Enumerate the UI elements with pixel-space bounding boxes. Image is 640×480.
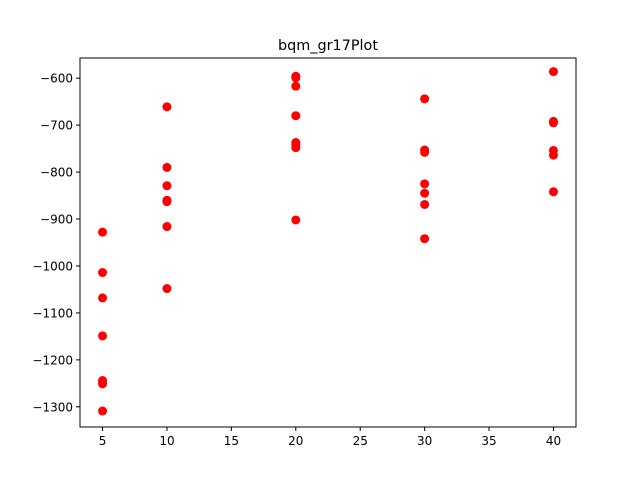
x-tick-label: 15: [224, 434, 239, 448]
data-point: [162, 162, 172, 172]
data-point: [291, 143, 301, 153]
data-points: [98, 67, 558, 416]
data-point: [420, 179, 430, 189]
data-point: [98, 331, 108, 341]
y-tick-label: −700: [40, 119, 73, 133]
chart-title: bqm_gr17Plot: [278, 38, 378, 54]
data-point: [420, 234, 430, 244]
data-point: [98, 406, 108, 416]
data-point: [548, 150, 558, 160]
x-tick-label: 35: [481, 434, 496, 448]
x-tick-label: 40: [546, 434, 561, 448]
data-point: [98, 293, 108, 303]
y-axis: −600 −700 −800 −900 −1000 −1100 −1200 −1300: [32, 72, 80, 414]
x-tick-label: 10: [159, 434, 174, 448]
data-point: [98, 268, 108, 278]
data-point: [548, 118, 558, 128]
data-point: [98, 379, 108, 389]
data-point: [420, 147, 430, 157]
x-tick-label: 25: [353, 434, 368, 448]
data-point: [420, 188, 430, 198]
y-tick-label: −800: [40, 166, 73, 180]
data-point: [162, 197, 172, 207]
data-point: [162, 181, 172, 191]
y-tick-label: −1100: [32, 306, 73, 320]
data-point: [162, 284, 172, 294]
data-point: [291, 215, 301, 225]
x-axis: 5 10 15 20 25 30 35 40: [99, 427, 561, 448]
y-tick-label: −1200: [32, 353, 73, 367]
data-point: [548, 67, 558, 77]
data-point: [420, 199, 430, 209]
data-point: [291, 111, 301, 121]
data-point: [162, 102, 172, 112]
x-tick-label: 20: [288, 434, 303, 448]
y-tick-label: −1300: [32, 400, 73, 414]
data-point: [420, 94, 430, 104]
data-point: [548, 187, 558, 197]
y-tick-label: −900: [40, 213, 73, 227]
plot-frame: [79, 57, 577, 428]
data-point: [98, 227, 108, 237]
data-point: [162, 222, 172, 232]
x-tick-label: 5: [99, 434, 107, 448]
data-point: [291, 73, 301, 83]
y-tick-label: −600: [40, 72, 73, 86]
data-point: [291, 81, 301, 91]
x-tick-label: 30: [417, 434, 432, 448]
y-tick-label: −1000: [32, 259, 73, 273]
